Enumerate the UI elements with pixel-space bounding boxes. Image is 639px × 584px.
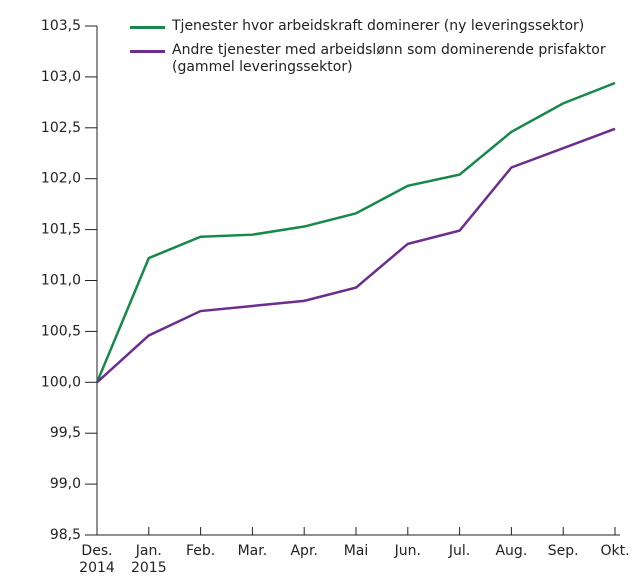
x-tick-label: Mar. xyxy=(237,543,268,559)
x-tick-label: Jul. xyxy=(448,543,471,559)
x-tick-label: Mai xyxy=(343,543,369,559)
y-tick-label: 99,0 xyxy=(50,476,81,492)
y-tick-label: 100,0 xyxy=(41,374,81,390)
y-tick-label: 100,5 xyxy=(41,323,81,339)
legend-swatch xyxy=(130,50,165,53)
x-tick-label: Okt. xyxy=(600,543,630,559)
y-tick-label: 101,5 xyxy=(41,222,81,238)
y-tick-label: 103,0 xyxy=(41,69,81,85)
x-tick-label: Des. 2014 xyxy=(79,543,115,576)
x-tick-label: Sep. xyxy=(547,543,579,559)
y-tick-label: 102,5 xyxy=(41,120,81,136)
legend-label: Andre tjenester med arbeidslønn som domi… xyxy=(172,42,606,75)
y-tick-label: 101,0 xyxy=(41,273,81,289)
x-tick-label: Aug. xyxy=(495,543,528,559)
legend-swatch xyxy=(130,26,165,29)
legend-label: Tjenester hvor arbeidskraft dominerer (n… xyxy=(172,18,585,34)
series-line xyxy=(95,81,616,383)
y-tick-label: 98,5 xyxy=(50,527,81,543)
y-tick-label: 102,0 xyxy=(41,171,81,187)
x-tick-label: Feb. xyxy=(185,543,216,559)
x-tick-label: Jun. xyxy=(394,543,421,559)
series-line xyxy=(96,127,616,384)
y-tick-label: 99,5 xyxy=(50,425,81,441)
x-tick-label: Apr. xyxy=(290,543,318,559)
x-tick-label: Jan. 2015 xyxy=(130,543,167,576)
y-tick-label: 103,5 xyxy=(41,18,81,34)
